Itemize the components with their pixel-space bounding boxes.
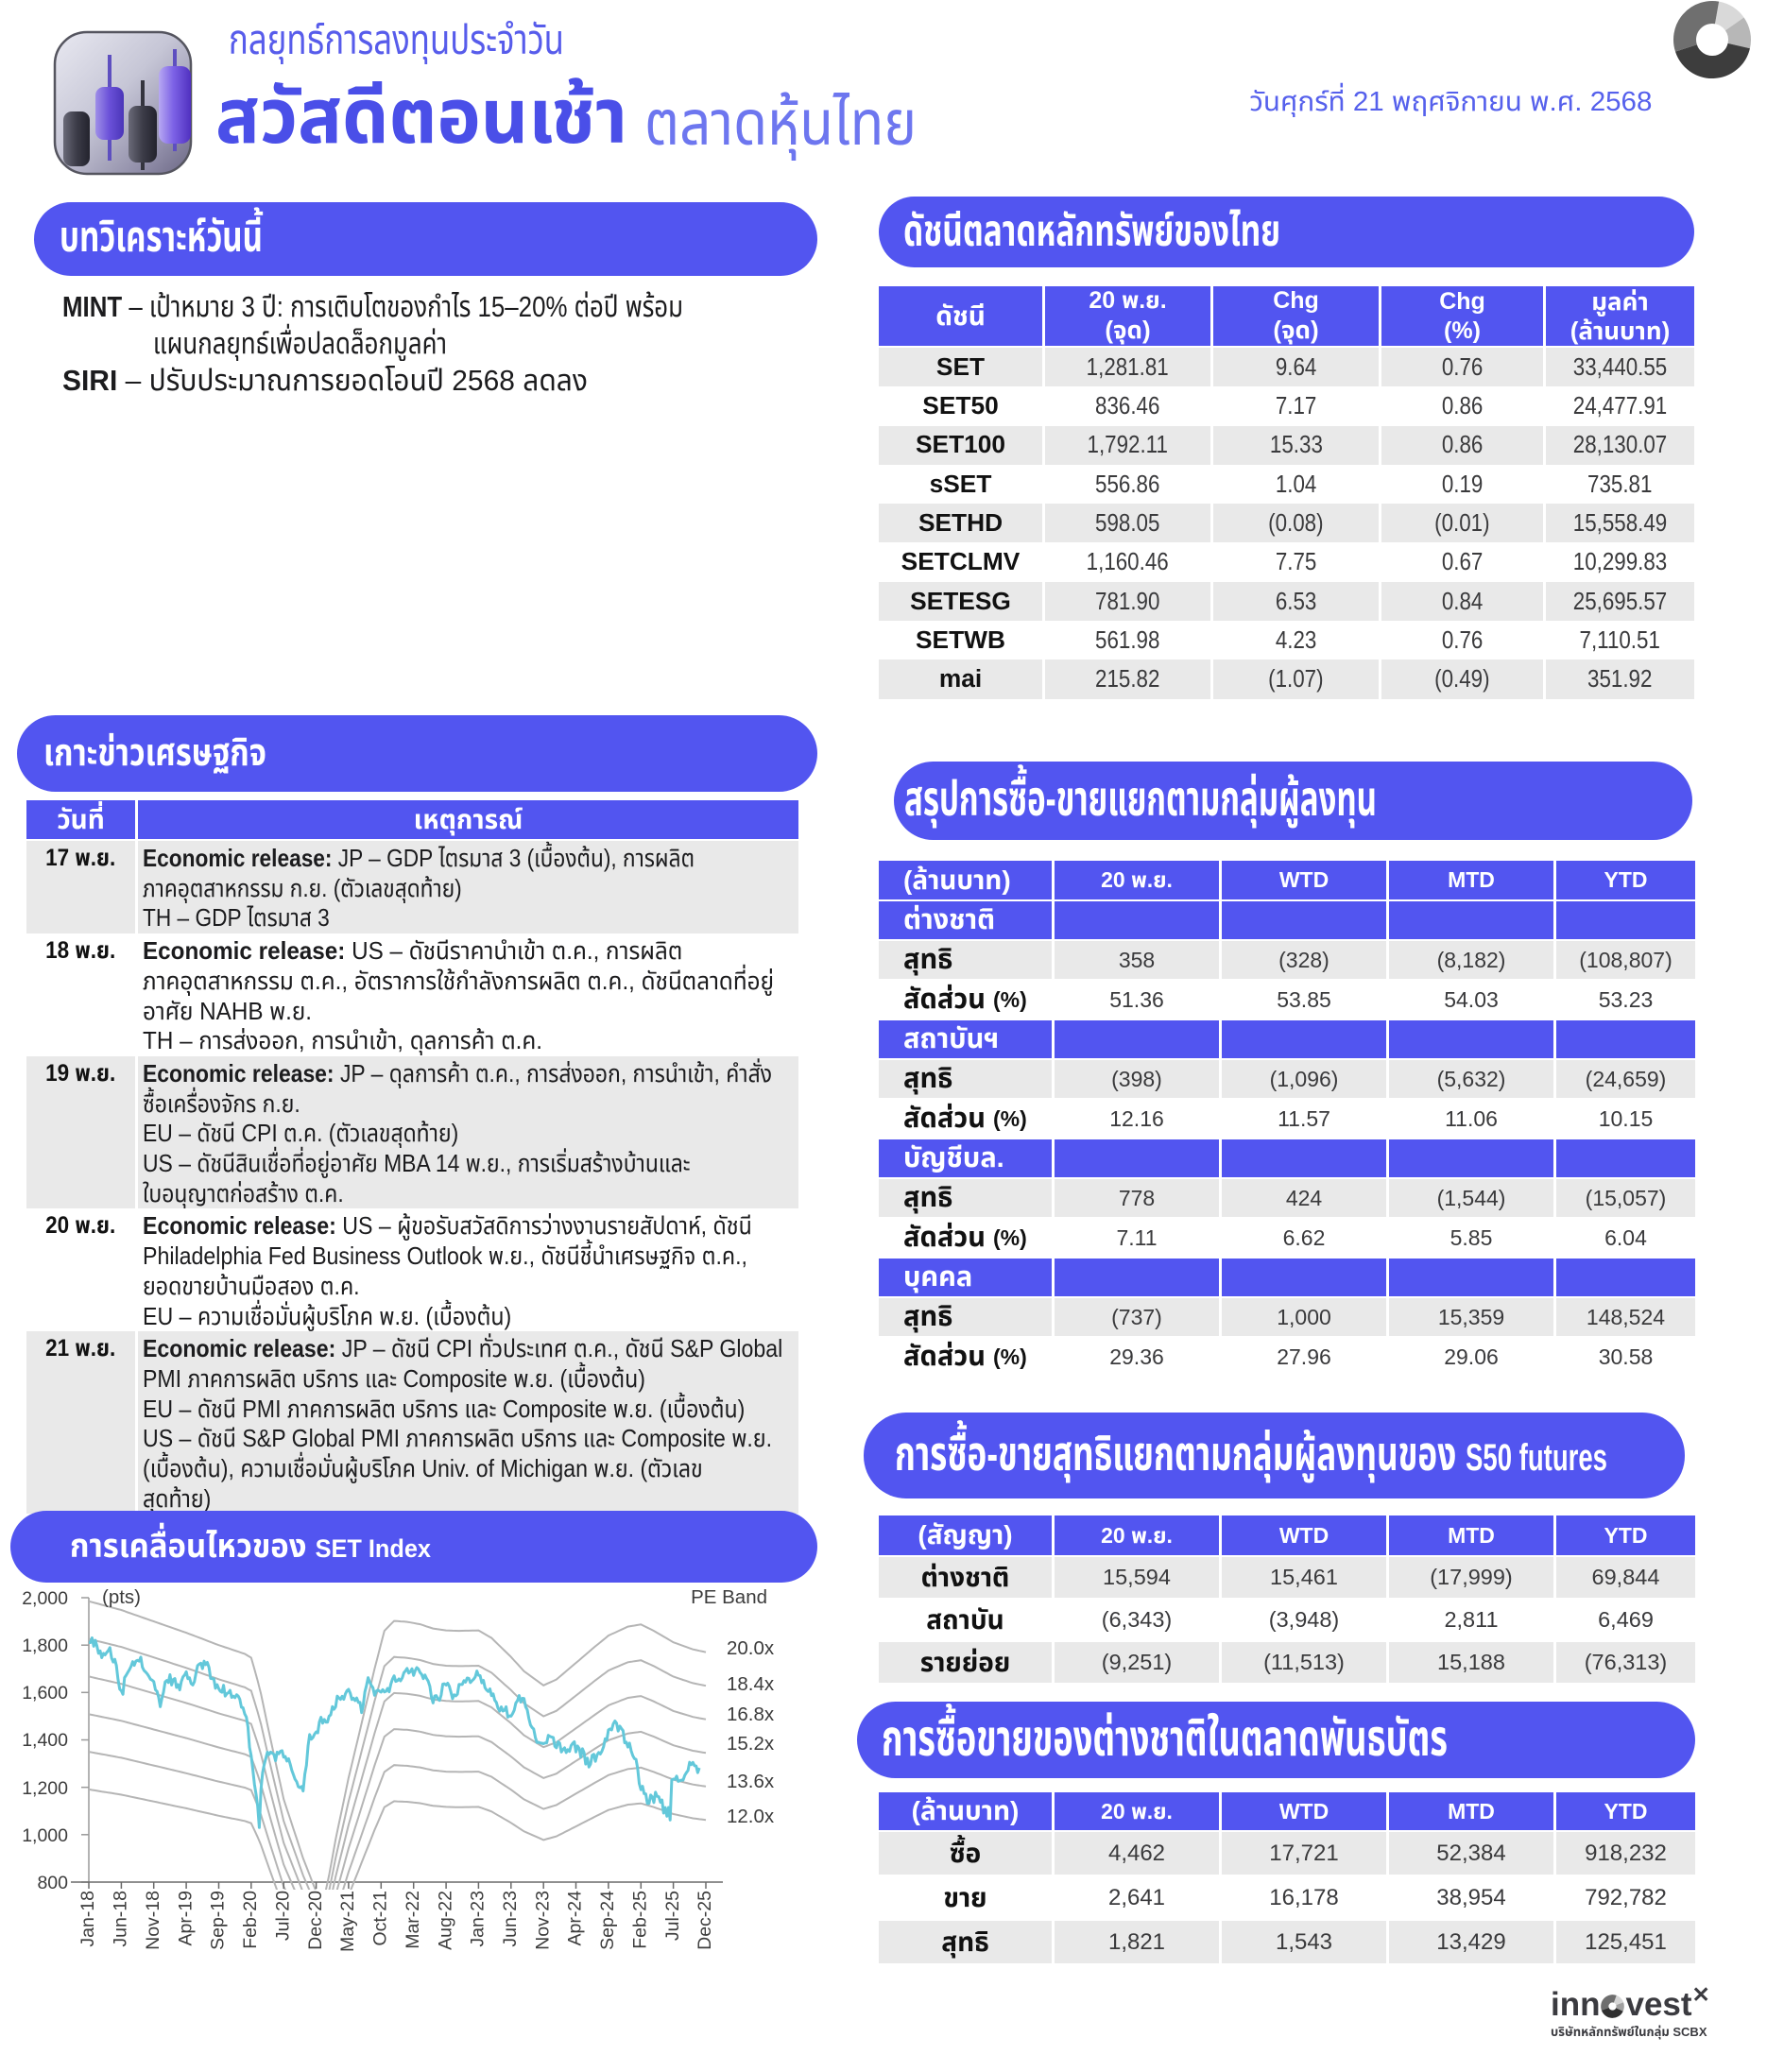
svg-text:(pts): (pts) — [102, 1586, 141, 1608]
svg-text:Jan-23: Jan-23 — [468, 1891, 489, 1947]
svg-text:Jun-18: Jun-18 — [111, 1891, 131, 1947]
svg-text:800: 800 — [37, 1873, 68, 1893]
svg-text:Mar-22: Mar-22 — [403, 1891, 423, 1949]
svg-text:PE Band: PE Band — [691, 1586, 767, 1608]
svg-text:May-21: May-21 — [337, 1891, 358, 1952]
svg-text:Dec-25: Dec-25 — [695, 1891, 715, 1950]
svg-text:Jul-25: Jul-25 — [662, 1891, 683, 1941]
svg-text:Sep-19: Sep-19 — [208, 1891, 229, 1950]
svg-text:Apr-24: Apr-24 — [565, 1891, 586, 1946]
svg-text:12.0x: 12.0x — [727, 1806, 775, 1827]
svg-text:13.6x: 13.6x — [727, 1771, 775, 1792]
svg-text:Feb-25: Feb-25 — [629, 1891, 650, 1949]
svg-text:Jan-18: Jan-18 — [77, 1891, 98, 1947]
svg-text:Sep-24: Sep-24 — [597, 1891, 618, 1950]
svg-text:Oct-21: Oct-21 — [369, 1891, 390, 1946]
svg-text:15.2x: 15.2x — [727, 1733, 775, 1755]
svg-text:Apr-19: Apr-19 — [175, 1891, 196, 1946]
svg-text:20.0x: 20.0x — [727, 1637, 775, 1659]
svg-text:1,200: 1,200 — [22, 1778, 68, 1799]
svg-text:1,400: 1,400 — [22, 1730, 68, 1751]
svg-text:16.8x: 16.8x — [727, 1704, 775, 1725]
svg-text:18.4x: 18.4x — [727, 1673, 775, 1695]
svg-text:Jul-20: Jul-20 — [272, 1891, 293, 1941]
svg-text:Aug-22: Aug-22 — [435, 1891, 455, 1950]
svg-text:Feb-20: Feb-20 — [240, 1891, 261, 1949]
svg-text:1,000: 1,000 — [22, 1825, 68, 1846]
svg-text:Nov-18: Nov-18 — [143, 1891, 163, 1950]
svg-text:Nov-23: Nov-23 — [532, 1891, 553, 1950]
svg-text:1,800: 1,800 — [22, 1635, 68, 1656]
svg-text:Dec-20: Dec-20 — [305, 1891, 326, 1950]
svg-text:Jun-23: Jun-23 — [500, 1891, 521, 1947]
svg-text:2,000: 2,000 — [22, 1588, 68, 1609]
svg-text:1,600: 1,600 — [22, 1683, 68, 1704]
